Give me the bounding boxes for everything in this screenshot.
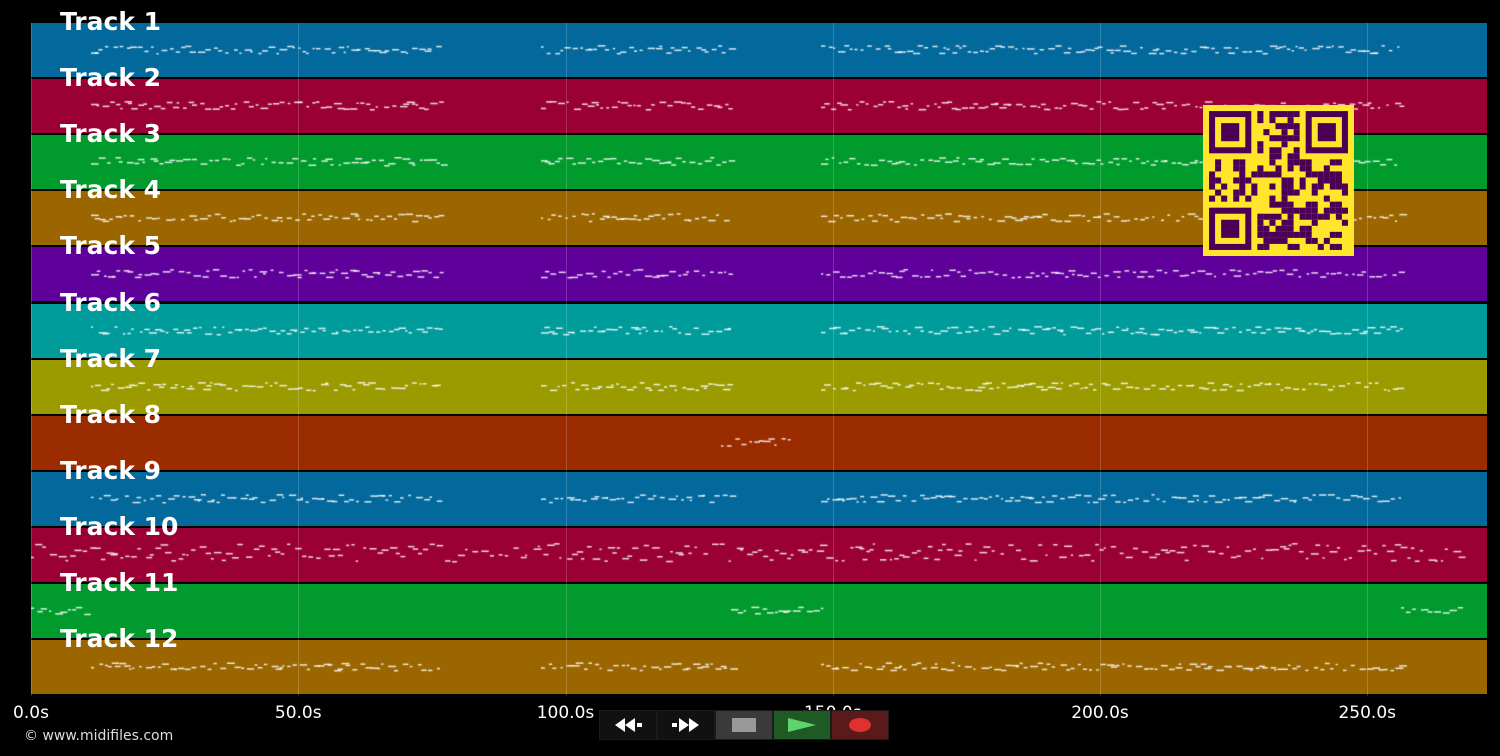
track-lane[interactable]: Track 11: [31, 570, 1487, 638]
track-lane[interactable]: Track 6: [31, 290, 1487, 358]
grid-line: [1100, 23, 1101, 696]
track-lane[interactable]: Track 1: [31, 9, 1487, 77]
track-lane[interactable]: Track 8: [31, 402, 1487, 470]
copyright-text: © www.midifiles.com: [24, 728, 174, 744]
rewind-icon: [615, 718, 642, 732]
note-pattern: [31, 640, 1487, 695]
track-label: Track 1: [60, 7, 162, 36]
note-pattern: [31, 359, 1487, 414]
record-icon: [849, 718, 871, 732]
note-pattern: [31, 527, 1487, 582]
transport-controls: [599, 710, 889, 740]
stop-button[interactable]: [715, 710, 773, 740]
grid-line: [565, 23, 567, 696]
note-pattern: [31, 415, 1487, 470]
note-pattern: [31, 584, 1487, 638]
note-pattern: [31, 23, 1487, 77]
track-label: Track 6: [60, 287, 162, 317]
track-lane[interactable]: Track 9: [31, 458, 1487, 526]
note-pattern: [31, 303, 1487, 358]
time-tick-label: 0.0s: [13, 703, 49, 723]
fast-forward-icon: [672, 718, 699, 732]
track-label: Track 2: [60, 63, 162, 93]
track-label: Track 5: [60, 231, 162, 261]
qr-code: [1203, 105, 1354, 256]
note-pattern: [31, 471, 1487, 526]
rewind-button[interactable]: [599, 710, 657, 740]
track-lane[interactable]: Track 12: [31, 626, 1487, 695]
track-label: Track 7: [60, 343, 162, 373]
play-button[interactable]: [773, 710, 831, 740]
grid-line: [31, 23, 32, 696]
time-tick-label: 200.0s: [1071, 703, 1129, 723]
time-tick-label: 250.0s: [1338, 703, 1397, 723]
grid-line: [298, 23, 300, 696]
stop-icon: [732, 718, 756, 732]
time-tick-label: 100.0s: [536, 703, 595, 723]
grid-line: [1367, 23, 1369, 696]
fast-forward-button[interactable]: [657, 710, 715, 740]
track-label: Track 3: [60, 119, 162, 149]
time-tick-label: 50.0s: [274, 703, 322, 723]
track-label: Track 10: [60, 511, 179, 541]
track-lane[interactable]: Track 10: [31, 514, 1487, 582]
track-label: Track 12: [60, 624, 179, 654]
track-label: Track 4: [60, 175, 162, 205]
track-label: Track 8: [60, 399, 162, 429]
grid-line: [832, 23, 834, 696]
play-icon: [788, 718, 816, 732]
track-label: Track 11: [60, 568, 179, 597]
track-label: Track 9: [60, 455, 162, 485]
record-button[interactable]: [831, 710, 889, 740]
track-lane[interactable]: Track 7: [31, 346, 1487, 414]
